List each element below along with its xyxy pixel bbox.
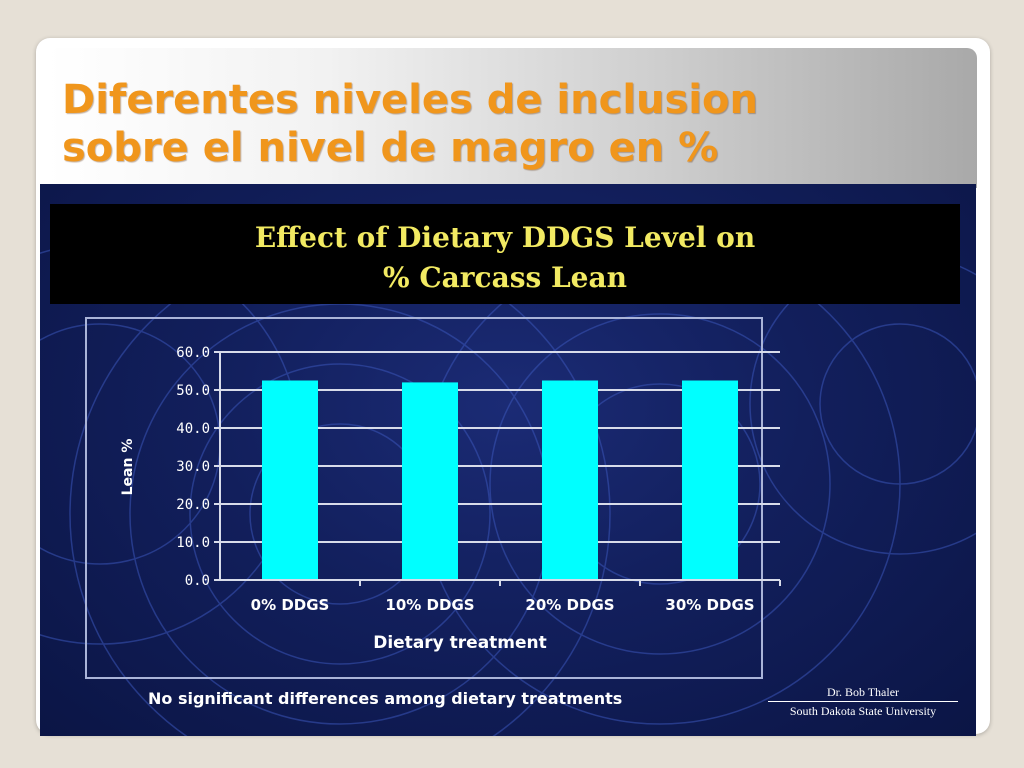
y-tick-label: 0.0 (185, 573, 210, 589)
footnote: No significant differences among dietary… (148, 689, 623, 708)
credit-name: Dr. Bob Thaler (826, 685, 900, 699)
axis-labels: 60.0 50.0 40.0 30.0 20.0 10.0 0.0 0% DDGS 10% DD… (176, 345, 754, 614)
y-tick-label: 50.0 (176, 383, 210, 399)
chart-header: Effect of Dietary DDGS Level on % Carcas… (50, 204, 960, 304)
y-axis-label: Lean % (120, 439, 136, 496)
x-tick-label: 10% DDGS (385, 596, 474, 614)
chart-title: Effect of Dietary DDGS Level on % Carcas… (50, 218, 960, 298)
bar (542, 380, 598, 580)
bar-chart: 60.0 50.0 40.0 30.0 20.0 10.0 0.0 0% DDGS 10% DD… (85, 317, 781, 679)
x-tick-label: 30% DDGS (665, 596, 754, 614)
x-axis-label: Dietary treatment (373, 633, 547, 653)
y-tick-label: 40.0 (176, 421, 210, 437)
credit: Dr. Bob Thaler South Dakota State Univer… (768, 684, 958, 720)
y-tick-label: 60.0 (176, 345, 210, 361)
bar (402, 382, 458, 580)
axes (214, 351, 781, 586)
plot-frame (85, 317, 763, 679)
y-tick-label: 10.0 (176, 535, 210, 551)
slide-title-line-1: Diferentes niveles de inclusion (62, 77, 758, 123)
chart-title-line-1: Effect of Dietary DDGS Level on (254, 221, 756, 254)
x-tick-label: 20% DDGS (525, 596, 614, 614)
title-bar (47, 48, 977, 188)
bar (682, 380, 738, 580)
y-tick-label: 30.0 (176, 459, 210, 475)
x-tick-label: 0% DDGS (251, 596, 330, 614)
slide-title-line-2: sobre el nivel de magro en % (62, 125, 719, 171)
slide-title: Diferentes niveles de inclusion sobre el… (62, 76, 962, 172)
y-tick-label: 20.0 (176, 497, 210, 513)
chart-image: Effect of Dietary DDGS Level on % Carcas… (40, 184, 976, 736)
bars (262, 380, 738, 580)
credit-organization: South Dakota State University (768, 701, 958, 720)
bar (262, 380, 318, 580)
chart-title-line-2: % Carcass Lean (382, 261, 627, 294)
